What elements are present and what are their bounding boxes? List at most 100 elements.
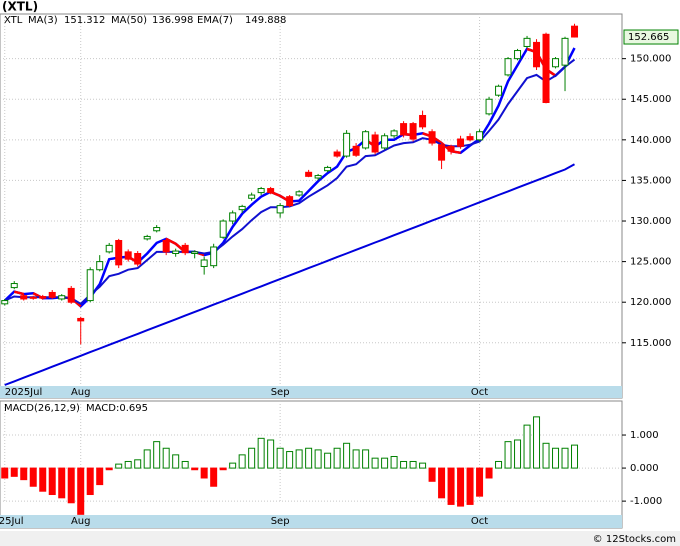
macd-bar — [210, 467, 218, 487]
legend-value: 151.312 — [64, 15, 105, 26]
macd-bar — [181, 460, 189, 469]
candle-body — [1, 300, 9, 305]
candle-body — [428, 131, 436, 144]
candle-body — [210, 246, 218, 267]
candle-body — [381, 135, 389, 149]
macd-bar — [419, 462, 427, 469]
macd-bar — [514, 439, 522, 469]
macd-bar — [571, 444, 579, 469]
macd-bar — [286, 451, 294, 469]
macd-title: MACD(26,12,9) — [4, 403, 80, 414]
x-tick-label: Sep — [271, 516, 290, 527]
macd-bar — [295, 449, 303, 469]
candle-body — [257, 188, 265, 194]
candle-body — [466, 136, 474, 141]
macd-bar — [457, 467, 465, 507]
macd-bar — [352, 449, 360, 469]
macd-bar — [371, 457, 379, 469]
macd-bar — [10, 467, 18, 477]
macd-bar — [124, 460, 132, 469]
macd-bar — [229, 462, 237, 469]
macd-bar — [1, 467, 9, 479]
candle-body — [276, 205, 284, 214]
macd-bar — [447, 467, 455, 505]
macd-bar — [86, 467, 94, 496]
x-tick-label: Aug — [71, 516, 91, 527]
x-tick-label: Aug — [71, 387, 91, 398]
macd-bar — [105, 467, 113, 471]
macd-bar — [305, 447, 313, 469]
x-tick-label: 2025Jul — [5, 387, 43, 398]
candle-body — [172, 250, 180, 254]
macd-bar — [276, 447, 284, 469]
y-tick-label: -1.000 — [630, 496, 662, 507]
candle-body — [495, 85, 503, 96]
candle-body — [542, 33, 550, 103]
candle-body — [39, 296, 47, 299]
candle-body — [400, 123, 408, 136]
candle-body — [48, 291, 56, 298]
macd-bar — [58, 467, 66, 499]
x-tick-label: Oct — [471, 387, 488, 398]
last-price-label: 152.665 — [628, 32, 669, 43]
candle-body — [238, 205, 246, 211]
candle-body — [514, 50, 522, 60]
x-tick-label: Oct — [471, 516, 488, 527]
price-panel — [0, 13, 623, 399]
candle-body — [143, 235, 151, 240]
candle-body — [67, 287, 75, 303]
macd-bar — [390, 456, 398, 469]
candle-body — [295, 191, 303, 196]
candle-body — [504, 58, 512, 76]
macd-bar — [381, 457, 389, 469]
macd-bar — [39, 467, 47, 492]
macd-bar — [314, 449, 322, 469]
y-tick-label: 150.000 — [630, 54, 671, 65]
candle-body — [305, 171, 313, 177]
candle-body — [333, 151, 341, 157]
candle-body — [200, 259, 208, 267]
x-tick-label: Sep — [271, 387, 290, 398]
y-tick-label: 140.000 — [630, 135, 671, 146]
candle-body — [523, 37, 531, 47]
macd-bar — [257, 437, 265, 469]
macd-bar — [134, 459, 142, 469]
candle-body — [20, 295, 28, 300]
legend-value: 136.998 — [152, 15, 193, 26]
candle-body — [485, 98, 493, 115]
macd-bar — [324, 452, 332, 469]
ma-down-segment — [13, 290, 25, 296]
candle-body — [476, 131, 484, 141]
macd-bar — [162, 447, 170, 469]
y-tick-label: 145.000 — [630, 94, 671, 105]
macd-bar — [362, 449, 370, 469]
macd-bar — [48, 467, 56, 496]
macd-bar — [219, 467, 227, 471]
candle-body — [571, 25, 579, 38]
macd-bar — [200, 467, 208, 479]
candle-body — [219, 220, 227, 238]
legend-ticker: XTL — [4, 15, 23, 26]
macd-bar — [485, 467, 493, 479]
candle-body — [10, 283, 18, 289]
y-tick-label: 1.000 — [630, 430, 659, 441]
candle-body — [248, 194, 256, 199]
macd-bar — [504, 441, 512, 469]
candle-body — [124, 251, 132, 260]
candle-body — [324, 166, 332, 172]
y-tick-label: 120.000 — [630, 297, 671, 308]
macd-current: MACD:0.695 — [86, 403, 148, 414]
macd-bar — [343, 442, 351, 469]
candle-body — [371, 134, 379, 153]
candle-body — [29, 296, 37, 299]
candle-body — [352, 145, 360, 156]
macd-bar — [523, 424, 531, 469]
macd-bar — [438, 467, 446, 499]
macd-bar — [143, 449, 151, 469]
candle-body — [153, 227, 161, 232]
candle-body — [181, 244, 189, 254]
macd-bar — [29, 467, 37, 487]
macd-bar — [267, 439, 275, 469]
legend-value: 149.888 — [245, 15, 286, 26]
